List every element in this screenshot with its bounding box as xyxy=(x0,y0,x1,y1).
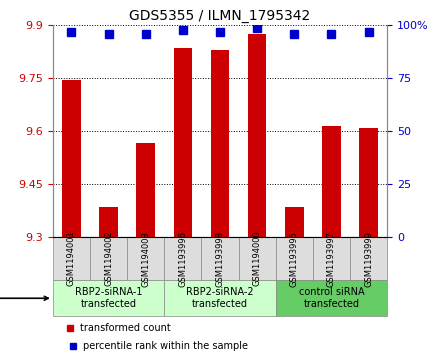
Text: GSM1193995: GSM1193995 xyxy=(290,231,299,286)
Text: GSM1193996: GSM1193996 xyxy=(178,231,187,287)
FancyBboxPatch shape xyxy=(238,237,276,281)
Bar xyxy=(359,127,378,237)
FancyBboxPatch shape xyxy=(276,281,387,316)
Text: RBP2-siRNA-1
transfected: RBP2-siRNA-1 transfected xyxy=(75,287,142,309)
Bar xyxy=(248,34,267,237)
FancyBboxPatch shape xyxy=(53,281,164,316)
FancyBboxPatch shape xyxy=(313,237,350,281)
Text: GSM1193999: GSM1193999 xyxy=(364,231,373,286)
Text: transformed count: transformed count xyxy=(80,323,170,333)
Title: GDS5355 / ILMN_1795342: GDS5355 / ILMN_1795342 xyxy=(129,9,311,23)
Bar xyxy=(99,207,118,237)
Bar xyxy=(173,48,192,237)
Text: RBP2-siRNA-2
transfected: RBP2-siRNA-2 transfected xyxy=(186,287,254,309)
Bar xyxy=(62,80,81,237)
Text: GSM1194001: GSM1194001 xyxy=(67,231,76,286)
Text: protocol: protocol xyxy=(0,293,48,303)
Bar xyxy=(322,126,341,237)
Text: percentile rank within the sample: percentile rank within the sample xyxy=(83,341,248,351)
Bar xyxy=(211,50,229,237)
Text: GSM1194002: GSM1194002 xyxy=(104,231,113,286)
Text: GSM1193998: GSM1193998 xyxy=(216,231,224,287)
Text: GSM1194000: GSM1194000 xyxy=(253,231,262,286)
FancyBboxPatch shape xyxy=(276,237,313,281)
FancyBboxPatch shape xyxy=(164,281,276,316)
Text: control siRNA
transfected: control siRNA transfected xyxy=(299,287,364,309)
FancyBboxPatch shape xyxy=(202,237,238,281)
FancyBboxPatch shape xyxy=(164,237,202,281)
Bar xyxy=(285,207,304,237)
FancyBboxPatch shape xyxy=(127,237,164,281)
Text: GSM1194003: GSM1194003 xyxy=(141,231,150,286)
Bar xyxy=(136,143,155,237)
Text: GSM1193997: GSM1193997 xyxy=(327,231,336,287)
FancyBboxPatch shape xyxy=(350,237,387,281)
FancyBboxPatch shape xyxy=(53,237,90,281)
FancyBboxPatch shape xyxy=(90,237,127,281)
